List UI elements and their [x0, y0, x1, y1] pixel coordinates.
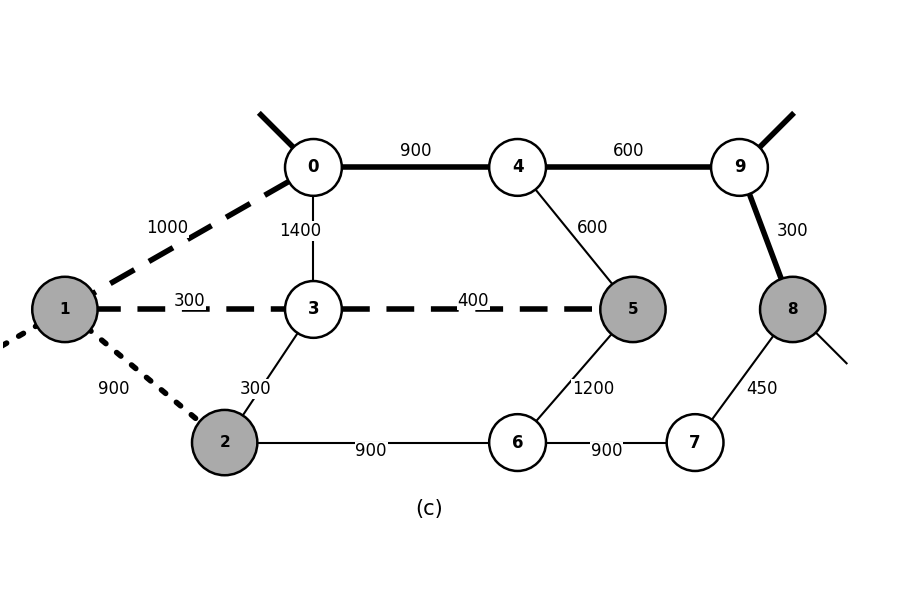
Text: 900: 900	[400, 143, 431, 160]
Circle shape	[285, 281, 342, 338]
Text: 300: 300	[240, 380, 272, 398]
Text: 300: 300	[777, 222, 808, 240]
Text: 4: 4	[511, 159, 523, 176]
Circle shape	[760, 277, 825, 342]
Circle shape	[711, 139, 768, 196]
Text: 0: 0	[308, 159, 319, 176]
Circle shape	[489, 414, 546, 471]
Text: 600: 600	[612, 143, 644, 160]
Circle shape	[667, 414, 723, 471]
Text: 450: 450	[746, 380, 778, 398]
Text: 1400: 1400	[279, 222, 321, 240]
Circle shape	[32, 277, 97, 342]
Text: 7: 7	[689, 434, 701, 451]
Text: (c): (c)	[415, 499, 443, 519]
Text: 6: 6	[511, 434, 523, 451]
Text: 1200: 1200	[572, 380, 614, 398]
Text: 900: 900	[98, 380, 130, 398]
Text: 9: 9	[733, 159, 745, 176]
Circle shape	[192, 410, 257, 475]
Circle shape	[285, 139, 342, 196]
Circle shape	[489, 139, 546, 196]
Text: 2: 2	[219, 435, 230, 450]
Text: 600: 600	[577, 219, 609, 237]
Text: 8: 8	[787, 302, 798, 317]
Text: 1000: 1000	[146, 219, 188, 237]
Text: 3: 3	[308, 301, 319, 318]
Text: 1: 1	[60, 302, 70, 317]
Text: 400: 400	[457, 292, 489, 309]
Text: 900: 900	[355, 442, 387, 461]
Text: 5: 5	[628, 302, 639, 317]
Text: 900: 900	[591, 442, 622, 461]
Text: 300: 300	[173, 292, 205, 309]
Circle shape	[601, 277, 666, 342]
